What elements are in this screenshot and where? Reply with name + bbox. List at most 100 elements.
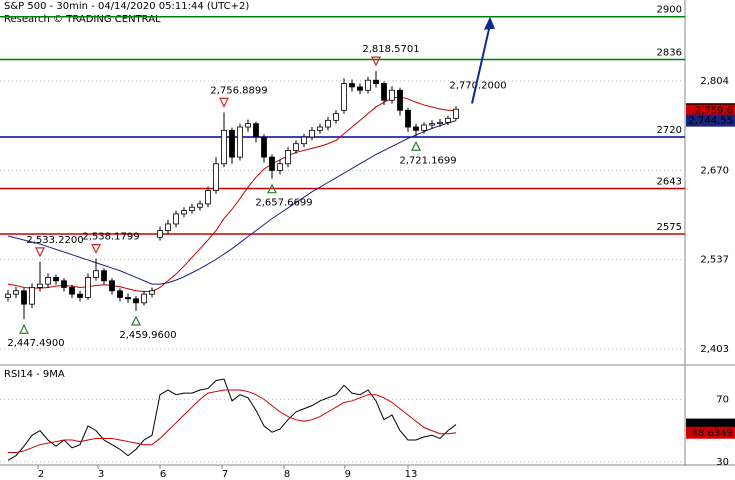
candle-body — [149, 290, 155, 295]
rsi-line — [7, 378, 457, 461]
chart-subtitle: Research © TRADING CENTRAL — [4, 14, 161, 25]
annotation-label: 2,459.9600 — [119, 330, 176, 341]
last-value-label: 48.6349 — [692, 428, 733, 439]
candle-body — [293, 143, 299, 151]
candle-body — [197, 203, 203, 208]
candle-body — [381, 83, 387, 101]
level-label: 2900 — [657, 5, 682, 16]
projection-arrowhead — [484, 16, 495, 30]
candle-body — [29, 287, 35, 305]
candle-body — [309, 129, 315, 138]
candle-body — [69, 287, 75, 295]
low-marker — [131, 315, 141, 326]
last-value-label: 2,744.55 — [688, 116, 733, 127]
y-tick-label: 30 — [716, 457, 729, 468]
candle-body — [141, 293, 147, 304]
candle-body — [237, 126, 243, 158]
candle-body — [413, 126, 419, 131]
rsi-line — [8, 389, 457, 453]
low-marker — [411, 140, 421, 151]
x-tick-label: 3 — [98, 469, 104, 480]
candle-body — [333, 113, 339, 121]
high-marker — [91, 243, 101, 254]
x-tick-label: 13 — [405, 469, 418, 480]
candle-body — [285, 150, 291, 165]
candle-body — [77, 293, 83, 298]
candle-body — [205, 190, 211, 205]
annotation-label: 2,756.8899 — [210, 85, 267, 96]
annotation-label: 2,657.6699 — [255, 198, 312, 209]
y-tick-label: 2,537 — [700, 254, 729, 265]
candle-body — [157, 230, 163, 238]
level-label: 2720 — [657, 125, 682, 136]
candle-body — [437, 121, 443, 125]
candle-body — [133, 298, 139, 304]
candle-body — [325, 119, 331, 128]
x-tick-label: 6 — [160, 469, 166, 480]
candle-body — [5, 293, 11, 298]
candle-body — [221, 129, 227, 165]
candle-body — [365, 79, 371, 91]
rsi-title: RSI14 - 9MA — [4, 369, 65, 380]
candle-body — [21, 290, 27, 305]
candle-body — [213, 163, 219, 191]
x-tick-label: 9 — [345, 469, 351, 480]
candle-body — [253, 123, 259, 138]
candle-body — [53, 277, 59, 282]
candle-body — [357, 86, 363, 91]
candle-body — [125, 297, 131, 300]
x-tick-label: 8 — [284, 469, 290, 480]
candle-body — [261, 136, 267, 158]
y-tick-label: 2,804 — [700, 76, 729, 87]
last-value-box — [686, 114, 735, 127]
low-marker — [19, 323, 29, 334]
candle-body — [341, 83, 347, 111]
high-marker — [371, 56, 381, 67]
candle-body — [421, 124, 427, 131]
y-tick-label: 2,403 — [700, 344, 729, 355]
low-marker — [267, 183, 277, 194]
annotation-label: 2,447.4900 — [7, 338, 64, 349]
candle-body — [45, 277, 51, 285]
high-marker — [35, 247, 45, 258]
annotation-label: 2,818.5701 — [362, 44, 419, 55]
candle-body — [397, 89, 403, 111]
annotation-label: 2,721.1699 — [399, 155, 456, 166]
candle-body — [445, 117, 451, 123]
moving-average — [7, 120, 457, 285]
candle-body — [85, 277, 91, 298]
level-label: 2643 — [657, 177, 682, 188]
candle-body — [389, 89, 395, 101]
candle-body — [373, 79, 379, 84]
candle-body — [109, 280, 115, 292]
candle-body — [61, 280, 67, 288]
candle-body — [101, 270, 107, 282]
candle-body — [301, 136, 307, 145]
candle-body — [429, 123, 435, 126]
last-value-box — [686, 426, 735, 439]
candle-body — [93, 270, 99, 278]
level-label: 2836 — [657, 47, 682, 58]
candle-body — [189, 206, 195, 211]
candle-body — [229, 129, 235, 158]
candle-body — [277, 163, 283, 171]
x-tick-label: 2 — [38, 469, 44, 480]
projection-label: 2,770.2000 — [449, 80, 506, 91]
annotation-label: 2,538.1799 — [82, 232, 139, 243]
candle-body — [13, 290, 19, 295]
candle-body — [317, 126, 323, 131]
annotation-label: 2,533.2200 — [26, 235, 83, 246]
projection-arrow — [471, 24, 491, 104]
candle-body — [405, 109, 411, 128]
y-tick-label: 2,670 — [700, 165, 729, 176]
y-tick-label: 70 — [716, 394, 729, 405]
candle-body — [453, 108, 459, 119]
last-value-box — [686, 104, 735, 117]
last-value-label: 53.8709 — [692, 420, 733, 431]
candle-body — [349, 83, 355, 88]
candle-body — [173, 213, 179, 225]
x-tick-label: 7 — [222, 469, 228, 480]
candle-body — [37, 283, 43, 288]
candle-body — [117, 290, 123, 298]
